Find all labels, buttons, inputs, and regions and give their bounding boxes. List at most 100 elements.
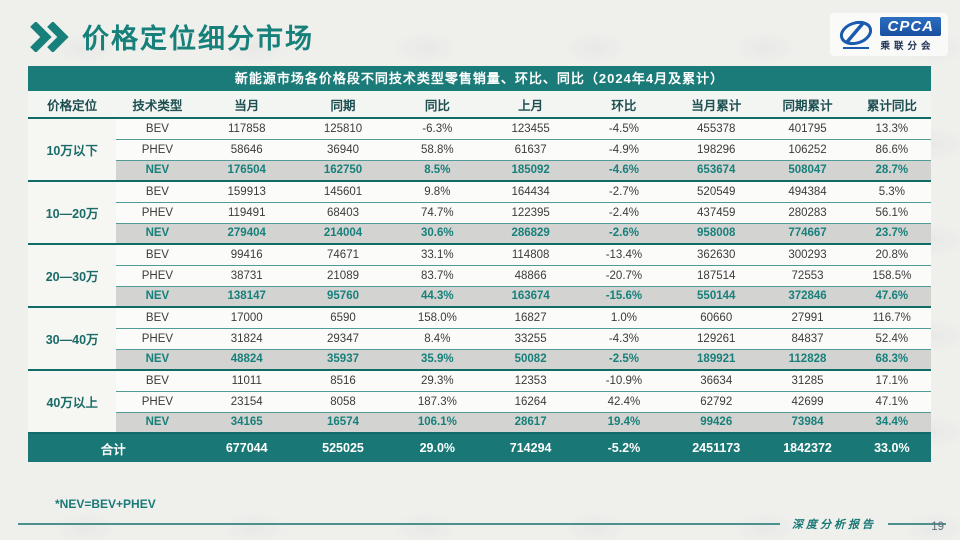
value-cell: 84837 xyxy=(762,327,853,349)
footer-line-right xyxy=(888,523,946,525)
column-header: 当月累计 xyxy=(670,91,763,119)
value-cell: -2.5% xyxy=(577,348,671,370)
table-row: PHEV 38731 21089 83.7% 48866 -20.7% 187514 7255… xyxy=(28,264,931,286)
total-value-cell: 677044 xyxy=(198,432,295,462)
table-row: 10—20万 BEV 159913 145601 9.8% 164434 -2.7% 5205… xyxy=(28,180,931,244)
value-cell: 36940 xyxy=(294,138,392,160)
column-header: 环比 xyxy=(577,91,671,119)
slide-header: 价格定位细分市场 xyxy=(30,17,314,56)
value-cell: 83.7% xyxy=(391,264,484,286)
value-cell: 95760 xyxy=(294,285,392,307)
table-row: NEV 176504 162750 8.5% 185092 -4.6% 653674 5080… xyxy=(28,159,931,181)
value-cell: 279404 xyxy=(198,222,295,244)
value-cell: 145601 xyxy=(294,180,392,202)
type-cell: NEV xyxy=(116,411,199,433)
value-cell: 158.5% xyxy=(852,264,931,286)
table-row: PHEV 58646 36940 58.8% 61637 -4.9% 198296 10625… xyxy=(28,138,931,160)
value-cell: 112828 xyxy=(762,348,853,370)
cpca-logo: CPCA 乘联分会 xyxy=(830,13,948,56)
value-cell: 23154 xyxy=(198,390,295,412)
segment-cell: 10—20万 xyxy=(28,180,117,244)
type-cell: PHEV xyxy=(116,390,199,412)
type-cell: NEV xyxy=(116,159,199,181)
page-title: 价格定位细分市场 xyxy=(82,24,314,54)
value-cell: 185092 xyxy=(483,159,578,181)
type-cell: NEV xyxy=(116,285,199,307)
value-cell: 68.3% xyxy=(852,348,931,370)
value-cell: 280283 xyxy=(762,201,853,223)
type-cell: PHEV xyxy=(116,201,199,223)
value-cell: -6.3% xyxy=(391,117,484,139)
value-cell: 13.3% xyxy=(852,117,931,139)
value-cell: 23.7% xyxy=(852,222,931,244)
column-header: 当月 xyxy=(198,91,295,119)
table-row: PHEV 31824 29347 8.4% 33255 -4.3% 129261 84837 5… xyxy=(28,327,931,349)
value-cell: -20.7% xyxy=(577,264,671,286)
value-cell: -4.5% xyxy=(577,117,671,139)
table-section: 新能源市场各价格段不同技术类型零售销量、环比、同比（2024年4月及累计） 价格… xyxy=(28,66,931,462)
value-cell: 35.9% xyxy=(391,348,484,370)
value-cell: 99426 xyxy=(670,411,763,433)
value-cell: 72553 xyxy=(762,264,853,286)
column-header: 价格定位 xyxy=(28,91,117,119)
value-cell: -13.4% xyxy=(577,243,671,265)
value-cell: 653674 xyxy=(670,159,763,181)
total-value-cell: -5.2% xyxy=(577,432,671,462)
value-cell: 187514 xyxy=(670,264,763,286)
value-cell: 198296 xyxy=(670,138,763,160)
value-cell: 164434 xyxy=(483,180,578,202)
type-cell: NEV xyxy=(116,348,199,370)
type-cell: BEV xyxy=(116,180,199,202)
table-caption: 新能源市场各价格段不同技术类型零售销量、环比、同比（2024年4月及累计） xyxy=(28,66,931,91)
total-value-cell: 29.0% xyxy=(391,432,484,462)
value-cell: 44.3% xyxy=(391,285,484,307)
value-cell: 58646 xyxy=(198,138,295,160)
value-cell: 162750 xyxy=(294,159,392,181)
value-cell: 189921 xyxy=(670,348,763,370)
value-cell: 86.6% xyxy=(852,138,931,160)
value-cell: 56.1% xyxy=(852,201,931,223)
table-row: NEV 279404 214004 30.6% 286829 -2.6% 958008 774… xyxy=(28,222,931,244)
value-cell: 9.8% xyxy=(391,180,484,202)
column-header: 累计同比 xyxy=(852,91,931,119)
type-cell: BEV xyxy=(116,369,199,391)
value-cell: 958008 xyxy=(670,222,763,244)
value-cell: -2.4% xyxy=(577,201,671,223)
segment-cell: 30—40万 xyxy=(28,306,117,370)
value-cell: 47.1% xyxy=(852,390,931,412)
total-row: 合计 677044 525025 29.0% 714294 -5.2% 2451173 184… xyxy=(28,432,931,462)
table-row: 20—30万 BEV 99416 74671 33.1% 114808 -13.4% 3626… xyxy=(28,243,931,307)
value-cell: 11011 xyxy=(198,369,295,391)
value-cell: 29347 xyxy=(294,327,392,349)
value-cell: 20.8% xyxy=(852,243,931,265)
value-cell: 50082 xyxy=(483,348,578,370)
value-cell: 31824 xyxy=(198,327,295,349)
value-cell: 33.1% xyxy=(391,243,484,265)
table-body: 10万以下 BEV 117858 125810 -6.3% 123455 -4.5% 4553… xyxy=(28,117,931,462)
total-label-cell: 合计 xyxy=(28,432,199,462)
segment-cell: 10万以下 xyxy=(28,117,117,181)
value-cell: 28.7% xyxy=(852,159,931,181)
value-cell: 176504 xyxy=(198,159,295,181)
value-cell: 138147 xyxy=(198,285,295,307)
value-cell: 27991 xyxy=(762,306,853,328)
value-cell: 520549 xyxy=(670,180,763,202)
value-cell: -15.6% xyxy=(577,285,671,307)
value-cell: 8058 xyxy=(294,390,392,412)
table-row: NEV 34165 16574 106.1% 28617 19.4% 99426 73984 3… xyxy=(28,411,931,433)
value-cell: -10.9% xyxy=(577,369,671,391)
value-cell: 19.4% xyxy=(577,411,671,433)
value-cell: 158.0% xyxy=(391,306,484,328)
value-cell: 42.4% xyxy=(577,390,671,412)
value-cell: 455378 xyxy=(670,117,763,139)
header-row: 价格定位 技术类型 当月 同期 同比 上月 环比 当月累计 同期累计 累计同比 xyxy=(28,91,931,119)
footnote: *NEV=BEV+PHEV xyxy=(55,497,156,511)
type-cell: BEV xyxy=(116,117,199,139)
value-cell: 35937 xyxy=(294,348,392,370)
price-segment-table: 价格定位 技术类型 当月 同期 同比 上月 环比 当月累计 同期累计 累计同比 10万以下 BEV 1… xyxy=(28,91,931,462)
value-cell: 16264 xyxy=(483,390,578,412)
value-cell: 34.4% xyxy=(852,411,931,433)
type-cell: BEV xyxy=(116,306,199,328)
value-cell: 30.6% xyxy=(391,222,484,244)
value-cell: 159913 xyxy=(198,180,295,202)
